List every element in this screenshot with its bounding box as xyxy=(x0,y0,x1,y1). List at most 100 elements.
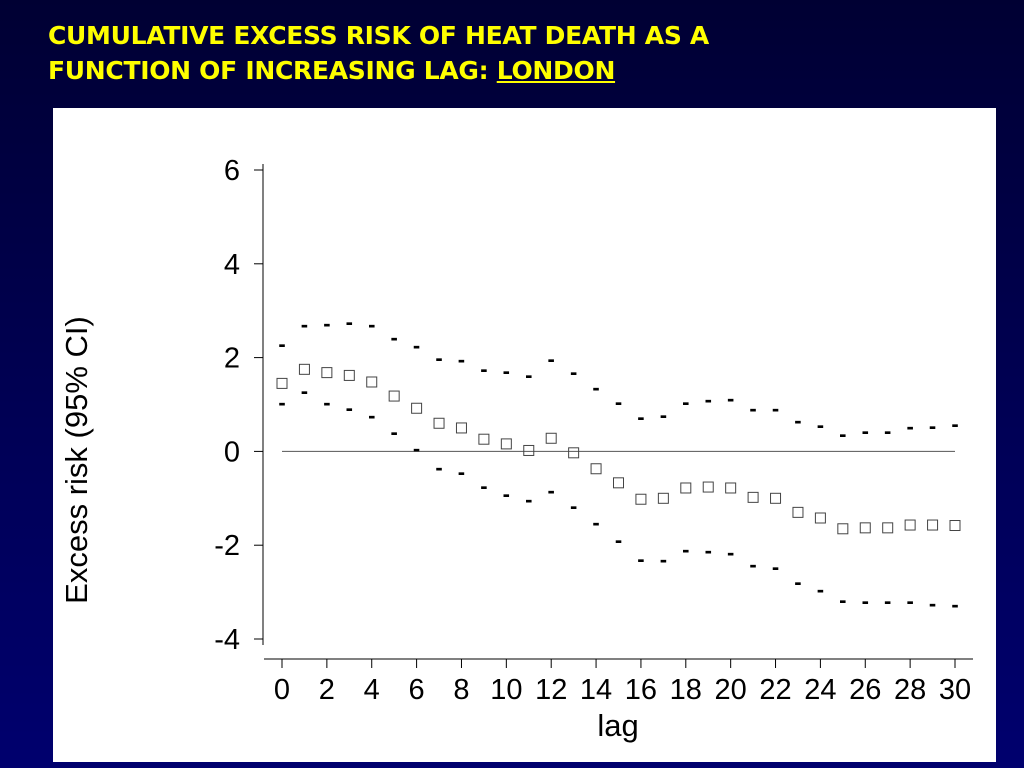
title-line-2-text: FUNCTION OF INCREASING LAG: xyxy=(48,56,497,85)
upper-ci-mark-lag-27: - xyxy=(884,419,891,444)
upper-ci-mark-lag-12: - xyxy=(548,346,555,371)
lower-ci-mark-lag-18: - xyxy=(682,537,689,562)
upper-ci-mark-lag-20: - xyxy=(727,386,734,411)
lower-ci-mark-lag-17: - xyxy=(660,547,667,572)
lower-ci-mark-lag-5: - xyxy=(391,420,398,445)
upper-ci-mark-lag-22: - xyxy=(772,396,779,421)
x-tick-label-16: 16 xyxy=(625,674,657,706)
estimate-point-lag-11 xyxy=(523,444,535,456)
lower-ci-mark-lag-23: - xyxy=(794,570,801,595)
lower-ci-mark-lag-6: - xyxy=(413,436,420,461)
lower-ci-mark-lag-9: - xyxy=(480,474,487,499)
upper-ci-mark-lag-6: - xyxy=(413,333,420,358)
lower-ci-mark-lag-8: - xyxy=(458,460,465,485)
upper-ci-mark-lag-7: - xyxy=(435,346,442,371)
estimate-point-lag-7 xyxy=(433,417,445,429)
estimate-point-lag-23 xyxy=(792,506,804,518)
y-axis-label: Excess risk (95% CI) xyxy=(59,316,94,604)
estimate-point-lag-26 xyxy=(859,522,871,534)
x-tick-label-22: 22 xyxy=(759,674,791,706)
lower-ci-mark-lag-10: - xyxy=(503,482,510,507)
estimate-point-lag-0 xyxy=(276,377,288,389)
estimate-point-lag-16 xyxy=(635,493,647,505)
estimate-point-lag-29 xyxy=(927,519,939,531)
x-tick-label-0: 0 xyxy=(274,674,290,706)
x-axis-label: lag xyxy=(597,708,638,743)
lower-ci-mark-lag-24: - xyxy=(817,577,824,602)
estimate-point-lag-10 xyxy=(500,438,512,450)
upper-ci-mark-lag-14: - xyxy=(592,375,599,400)
x-tick-label-26: 26 xyxy=(849,674,881,706)
title-line-2: FUNCTION OF INCREASING LAG: LONDON xyxy=(48,53,868,88)
y-tick-label--4: -4 xyxy=(214,624,240,656)
x-tick-label-24: 24 xyxy=(804,674,836,706)
x-tick-label-30: 30 xyxy=(939,674,971,706)
estimate-point-lag-3 xyxy=(343,369,355,381)
x-tick-label-14: 14 xyxy=(580,674,612,706)
lower-ci-mark-lag-28: - xyxy=(906,588,913,613)
lower-ci-mark-lag-27: - xyxy=(884,588,891,613)
title-location: LONDON xyxy=(496,56,616,85)
slide-title: CUMULATIVE EXCESS RISK OF HEAT DEATH AS … xyxy=(48,18,868,88)
lower-ci-mark-lag-2: - xyxy=(323,390,330,415)
x-tick-label-6: 6 xyxy=(409,674,425,706)
estimate-point-lag-18 xyxy=(680,482,692,494)
x-tick-label-4: 4 xyxy=(364,674,380,706)
upper-ci-mark-lag-5: - xyxy=(391,325,398,350)
lower-ci-mark-lag-11: - xyxy=(525,487,532,512)
lower-ci-mark-lag-7: - xyxy=(435,455,442,480)
upper-ci-mark-lag-24: - xyxy=(817,413,824,438)
lower-ci-mark-lag-19: - xyxy=(705,538,712,563)
upper-ci-mark-lag-21: - xyxy=(749,396,756,421)
lower-ci-mark-lag-0: - xyxy=(278,390,285,415)
upper-ci-mark-lag-30: - xyxy=(951,412,958,437)
lower-ci-mark-lag-29: - xyxy=(929,591,936,616)
upper-ci-mark-lag-16: - xyxy=(637,405,644,430)
lower-ci-mark-lag-12: - xyxy=(548,478,555,503)
upper-ci-mark-lag-0: - xyxy=(278,331,285,356)
upper-ci-mark-lag-13: - xyxy=(570,360,577,385)
y-tick-label-0: 0 xyxy=(224,436,240,468)
y-tick-label--2: -2 xyxy=(214,530,240,562)
estimate-point-lag-25 xyxy=(837,523,849,535)
x-tick-label-2: 2 xyxy=(319,674,335,706)
upper-ci-mark-lag-1: - xyxy=(301,312,308,337)
y-tick-label-2: 2 xyxy=(224,343,240,375)
estimate-point-lag-15 xyxy=(613,477,624,489)
estimate-point-lag-4 xyxy=(366,376,378,388)
upper-ci-mark-lag-11: - xyxy=(525,362,532,387)
estimate-point-lag-12 xyxy=(545,432,557,444)
lower-ci-mark-lag-13: - xyxy=(570,493,577,518)
estimate-point-lag-20 xyxy=(725,482,737,494)
estimate-point-lag-9 xyxy=(478,433,490,445)
lower-ci-mark-lag-14: - xyxy=(592,510,599,535)
x-tick-label-28: 28 xyxy=(894,674,926,706)
lower-ci-mark-lag-30: - xyxy=(951,592,958,617)
lower-ci-mark-lag-15: - xyxy=(615,528,622,553)
estimate-point-lag-2 xyxy=(321,367,333,379)
estimate-point-lag-24 xyxy=(814,512,826,524)
lower-ci-mark-lag-21: - xyxy=(749,552,756,577)
x-tick-label-18: 18 xyxy=(670,674,702,706)
estimate-point-lag-5 xyxy=(388,390,400,402)
chart-panel: -4 -2 0 2 4 6 0 2 4 6 8 10 12 14 16 18 20 22 24 26 28 30 ----… xyxy=(53,108,996,762)
estimate-point-lag-21 xyxy=(747,491,759,503)
lower-ci-mark-lag-3: - xyxy=(346,395,353,420)
upper-ci-mark-lag-23: - xyxy=(794,408,801,433)
estimate-point-lag-14 xyxy=(590,463,602,475)
estimate-point-lag-30 xyxy=(949,520,961,532)
lower-ci-mark-lag-4: - xyxy=(368,403,375,428)
lower-ci-mark-lag-25: - xyxy=(839,588,846,613)
x-tick-label-20: 20 xyxy=(715,674,747,706)
upper-ci-mark-lag-19: - xyxy=(705,387,712,412)
x-tick-label-12: 12 xyxy=(535,674,567,706)
estimate-point-lag-8 xyxy=(455,422,467,434)
upper-ci-mark-lag-26: - xyxy=(862,419,869,444)
estimate-point-lag-28 xyxy=(904,519,916,531)
upper-ci-mark-lag-29: - xyxy=(929,414,936,439)
lower-ci-mark-lag-16: - xyxy=(637,546,644,571)
y-tick-label-6: 6 xyxy=(224,155,240,187)
x-tick-label-8: 8 xyxy=(453,674,469,706)
